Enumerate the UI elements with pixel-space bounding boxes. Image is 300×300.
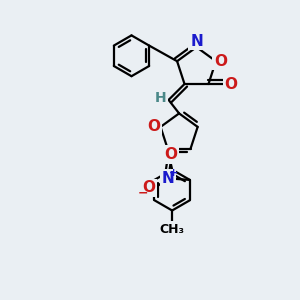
Text: H: H — [154, 91, 166, 104]
Text: +: + — [169, 168, 178, 178]
Text: O: O — [164, 147, 177, 162]
Text: O: O — [214, 54, 227, 69]
Text: N: N — [162, 171, 175, 186]
Text: −: − — [138, 187, 148, 200]
Text: O: O — [148, 119, 160, 134]
Text: N: N — [190, 34, 203, 49]
Text: O: O — [142, 181, 155, 196]
Text: O: O — [224, 76, 238, 92]
Text: CH₃: CH₃ — [160, 223, 184, 236]
